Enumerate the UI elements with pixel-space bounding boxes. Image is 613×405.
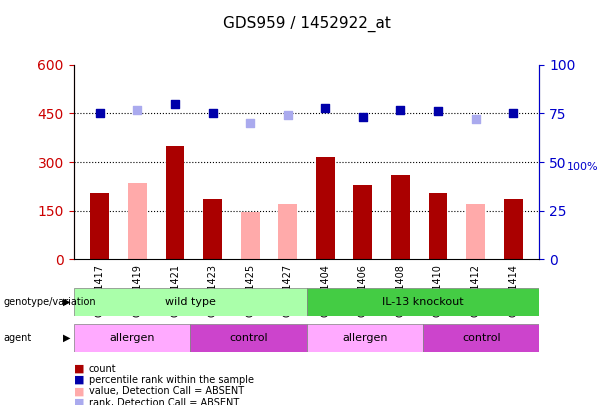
Bar	[316, 157, 335, 259]
Bar	[466, 204, 485, 259]
FancyBboxPatch shape	[190, 324, 306, 352]
Text: GDS959 / 1452922_at: GDS959 / 1452922_at	[223, 16, 390, 32]
Text: ▶: ▶	[63, 333, 70, 343]
Bar	[128, 183, 147, 259]
Text: wild type: wild type	[165, 297, 215, 307]
Point	[245, 120, 255, 126]
Bar	[428, 193, 447, 259]
Point	[321, 104, 330, 111]
Point	[508, 110, 518, 117]
Bar	[504, 199, 522, 259]
FancyBboxPatch shape	[74, 324, 190, 352]
Text: value, Detection Call = ABSENT: value, Detection Call = ABSENT	[89, 386, 244, 396]
Text: percentile rank within the sample: percentile rank within the sample	[89, 375, 254, 385]
FancyBboxPatch shape	[423, 324, 539, 352]
Text: allergen: allergen	[109, 333, 154, 343]
Text: rank, Detection Call = ABSENT: rank, Detection Call = ABSENT	[89, 398, 239, 405]
Bar	[166, 146, 185, 259]
Point	[132, 106, 142, 113]
Text: ■: ■	[74, 364, 84, 373]
Text: count: count	[89, 364, 116, 373]
Point	[395, 106, 405, 113]
Text: ▶: ▶	[63, 297, 70, 307]
Point	[433, 108, 443, 115]
Text: ■: ■	[74, 398, 84, 405]
Point	[471, 116, 481, 122]
Text: agent: agent	[3, 333, 31, 343]
Text: allergen: allergen	[342, 333, 387, 343]
Text: IL-13 knockout: IL-13 knockout	[382, 297, 464, 307]
Point	[208, 110, 218, 117]
Text: ■: ■	[74, 386, 84, 396]
Bar	[354, 185, 372, 259]
FancyBboxPatch shape	[306, 288, 539, 316]
Point	[358, 114, 368, 121]
Bar	[241, 212, 259, 259]
Bar	[391, 175, 410, 259]
Bar	[91, 193, 109, 259]
FancyBboxPatch shape	[306, 324, 423, 352]
Y-axis label: 100%: 100%	[566, 162, 598, 172]
Text: genotype/variation: genotype/variation	[3, 297, 96, 307]
Point	[170, 100, 180, 107]
Point	[283, 112, 292, 119]
Text: control: control	[462, 333, 501, 343]
FancyBboxPatch shape	[74, 288, 306, 316]
Bar	[203, 199, 222, 259]
Text: control: control	[229, 333, 268, 343]
Bar	[278, 204, 297, 259]
Text: ■: ■	[74, 375, 84, 385]
Point	[95, 110, 105, 117]
